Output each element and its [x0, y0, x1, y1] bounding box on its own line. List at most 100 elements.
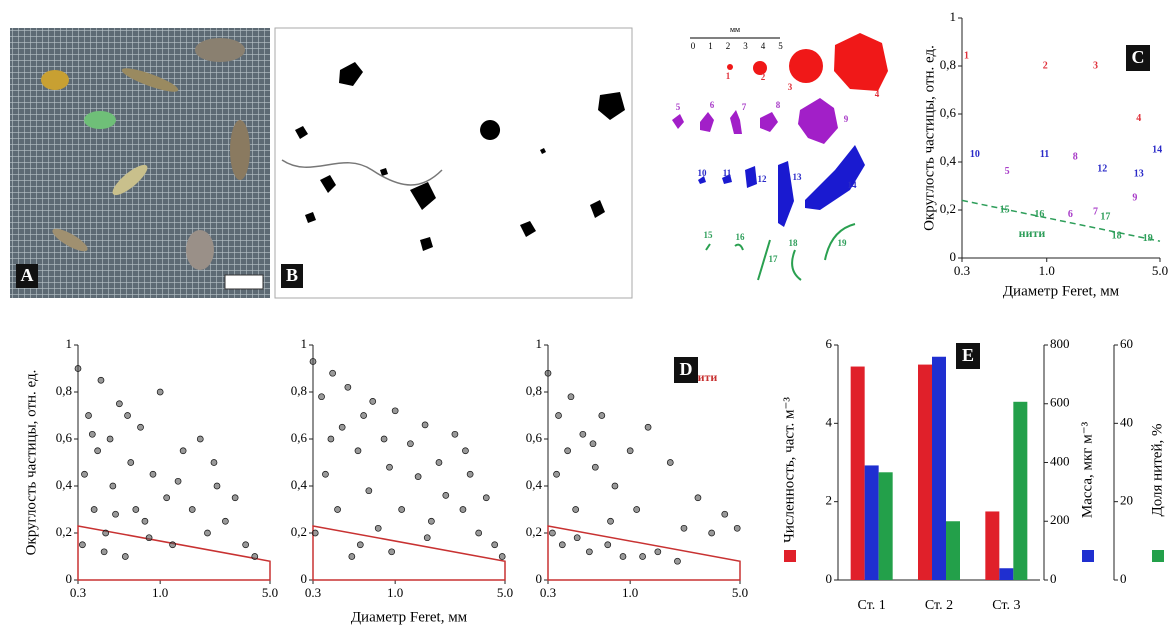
point: [579, 430, 587, 438]
x-tick-label: 0.3: [954, 263, 970, 278]
particle-label: 15: [704, 230, 714, 240]
y-tick-label: 600: [1050, 395, 1070, 410]
y-tick-label: 0,6: [940, 105, 957, 120]
point: [222, 517, 229, 525]
point: [435, 459, 443, 466]
particle-label: 17: [769, 254, 779, 264]
y-tick-label: 2: [826, 493, 833, 508]
point: [356, 541, 364, 549]
point: [106, 435, 114, 443]
point: [558, 541, 566, 549]
point: [414, 473, 422, 480]
point-label: 15: [1000, 204, 1010, 215]
point: [94, 447, 101, 455]
x-tick-label: 1.0: [152, 585, 168, 600]
threshold-line: [961, 199, 1161, 242]
point: [100, 548, 108, 556]
x-tick-label: 5.0: [262, 585, 278, 600]
point: [79, 541, 86, 549]
point: [459, 506, 467, 513]
point: [549, 529, 556, 537]
point: [386, 463, 393, 471]
point: [204, 529, 211, 537]
bar: [946, 521, 960, 580]
point: [607, 517, 614, 525]
point: [322, 470, 329, 478]
point: [619, 553, 627, 560]
y-tick-label: 0: [1050, 571, 1057, 586]
point: [309, 358, 317, 365]
point: [380, 435, 388, 443]
panel-letter-box: [956, 343, 980, 369]
x-tick-label: 0.3: [305, 585, 321, 600]
point-label: 4: [1136, 113, 1141, 124]
y-tick-label: 0,8: [940, 57, 956, 72]
point: [708, 529, 715, 537]
point: [694, 494, 702, 502]
y-tick-label: 4: [826, 414, 833, 429]
bar: [1013, 401, 1028, 580]
point: [666, 459, 674, 466]
point-label: 16: [1034, 209, 1044, 220]
y-tick-label: 0,2: [526, 524, 542, 539]
x-tick-label: 5.0: [732, 585, 748, 600]
point: [365, 487, 373, 495]
y-tick-label: 0,2: [940, 201, 956, 216]
scale-tick-label: 1: [708, 41, 713, 51]
particle-label: 11: [723, 168, 732, 178]
bar: [864, 465, 879, 580]
x-tick-label: 1.0: [1039, 263, 1055, 278]
bar: [932, 356, 946, 580]
point-label: 3: [1093, 60, 1098, 71]
point: [213, 482, 221, 490]
point: [127, 459, 135, 466]
threshold-area: [547, 525, 741, 581]
particle-label: 9: [844, 114, 849, 124]
point: [81, 470, 88, 478]
point-label: 9: [1132, 192, 1137, 203]
particle-label: 19: [838, 238, 848, 248]
y-tick-label: 0,2: [56, 524, 72, 539]
bar: [850, 366, 865, 580]
point: [398, 506, 406, 513]
point: [132, 506, 140, 513]
y-tick-label: 1: [66, 336, 73, 351]
axis-line: [312, 345, 505, 581]
point: [498, 553, 506, 560]
point: [88, 430, 96, 438]
point: [407, 440, 414, 448]
point: [421, 421, 429, 429]
point: [604, 541, 612, 549]
y-tick-label: 1: [950, 9, 957, 24]
threshold-area: [312, 525, 506, 581]
panel-letter: D: [680, 359, 693, 379]
legend-swatch: [784, 550, 796, 562]
point: [90, 506, 98, 513]
x-tick-label: Ст. 1: [858, 598, 886, 613]
bar: [918, 364, 932, 580]
axis-title: Численность, част. м⁻³: [781, 397, 797, 543]
particle-label: 6: [710, 100, 715, 110]
y-tick-label: 0,4: [56, 477, 73, 492]
point: [423, 534, 431, 542]
point: [451, 430, 459, 438]
point: [626, 447, 634, 455]
y-tick-label: 0,6: [526, 430, 543, 445]
point: [145, 534, 153, 542]
point: [564, 447, 571, 455]
point: [491, 541, 499, 549]
x-tick-label: Ст. 3: [992, 598, 1020, 613]
particle-label: 2: [761, 72, 766, 82]
point: [354, 447, 362, 455]
y-tick-label: 400: [1050, 453, 1070, 468]
y-tick-label: 0,2: [291, 524, 307, 539]
y-tick-label: 0: [536, 571, 543, 586]
point: [327, 435, 335, 443]
point: [242, 541, 250, 549]
point: [428, 517, 435, 525]
point-label: 17: [1100, 211, 1110, 222]
point: [196, 435, 204, 443]
scale-unit: мм: [730, 25, 740, 34]
scale-tick-label: 0: [691, 41, 696, 51]
